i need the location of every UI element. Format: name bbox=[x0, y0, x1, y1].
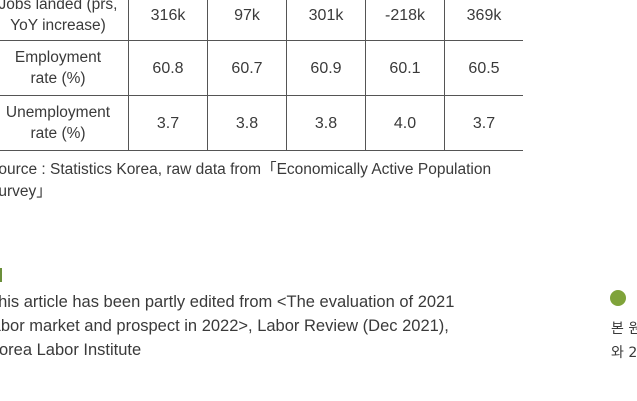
table-row-employment-rate: Employment rate (%) 60.8 60.7 60.9 60.1 … bbox=[0, 40, 523, 96]
employment-stats-table: Jobs landed (prs, YoY increase) 316k 97k… bbox=[0, 0, 523, 151]
row-label-employment-rate: Employment rate (%) bbox=[0, 40, 129, 96]
table-row-unemployment-rate: Unemployment rate (%) 3.7 3.8 3.8 4.0 3.… bbox=[0, 95, 523, 151]
side-line: 본 원 bbox=[611, 321, 637, 337]
row-label-line: Unemployment bbox=[5, 104, 111, 121]
side-line: 와 2 bbox=[611, 345, 637, 361]
table-cell: 60.1 bbox=[365, 40, 445, 96]
row-label-unemployment-rate: Unemployment rate (%) bbox=[0, 95, 129, 151]
table-cell: 60.8 bbox=[128, 40, 208, 96]
table-cell: 369k bbox=[444, 0, 523, 41]
table-cell: 3.8 bbox=[207, 95, 287, 151]
side-column-text: 본 원 와 2 bbox=[611, 317, 637, 365]
table-cell: 3.8 bbox=[286, 95, 366, 151]
table-cell: 301k bbox=[286, 0, 366, 41]
green-dot-icon bbox=[610, 290, 626, 306]
table-cell: 3.7 bbox=[444, 95, 523, 151]
table-cell: 316k bbox=[128, 0, 208, 41]
row-label-line: Jobs landed (prs, bbox=[0, 0, 118, 13]
note-line: This article has been partly edited from… bbox=[0, 293, 455, 311]
row-label-line: rate (%) bbox=[30, 125, 86, 142]
source-note: Source : Statistics Korea, raw data from… bbox=[0, 159, 548, 203]
row-label-line: Employment bbox=[14, 49, 102, 66]
row-label-line: YoY increase) bbox=[10, 17, 106, 34]
source-line: Survey」 bbox=[0, 183, 52, 200]
article-note: This article has been partly edited from… bbox=[0, 290, 548, 362]
source-line: Source : Statistics Korea, raw data from… bbox=[0, 161, 492, 178]
section-marker-icon bbox=[0, 268, 2, 282]
table-cell: 60.5 bbox=[444, 40, 523, 96]
table-cell: 3.7 bbox=[128, 95, 208, 151]
note-line: Korea Labor Institute bbox=[0, 341, 142, 359]
note-line: labor market and prospect in 2022>, Labo… bbox=[0, 317, 449, 335]
table-cell: 97k bbox=[207, 0, 287, 41]
row-label-line: rate (%) bbox=[30, 70, 86, 87]
table-cell: -218k bbox=[365, 0, 445, 41]
table-row-jobs-landed: Jobs landed (prs, YoY increase) 316k 97k… bbox=[0, 0, 523, 41]
row-label-jobs-landed: Jobs landed (prs, YoY increase) bbox=[0, 0, 129, 41]
table-cell: 4.0 bbox=[365, 95, 445, 151]
table-cell: 60.7 bbox=[207, 40, 287, 96]
table-cell: 60.9 bbox=[286, 40, 366, 96]
